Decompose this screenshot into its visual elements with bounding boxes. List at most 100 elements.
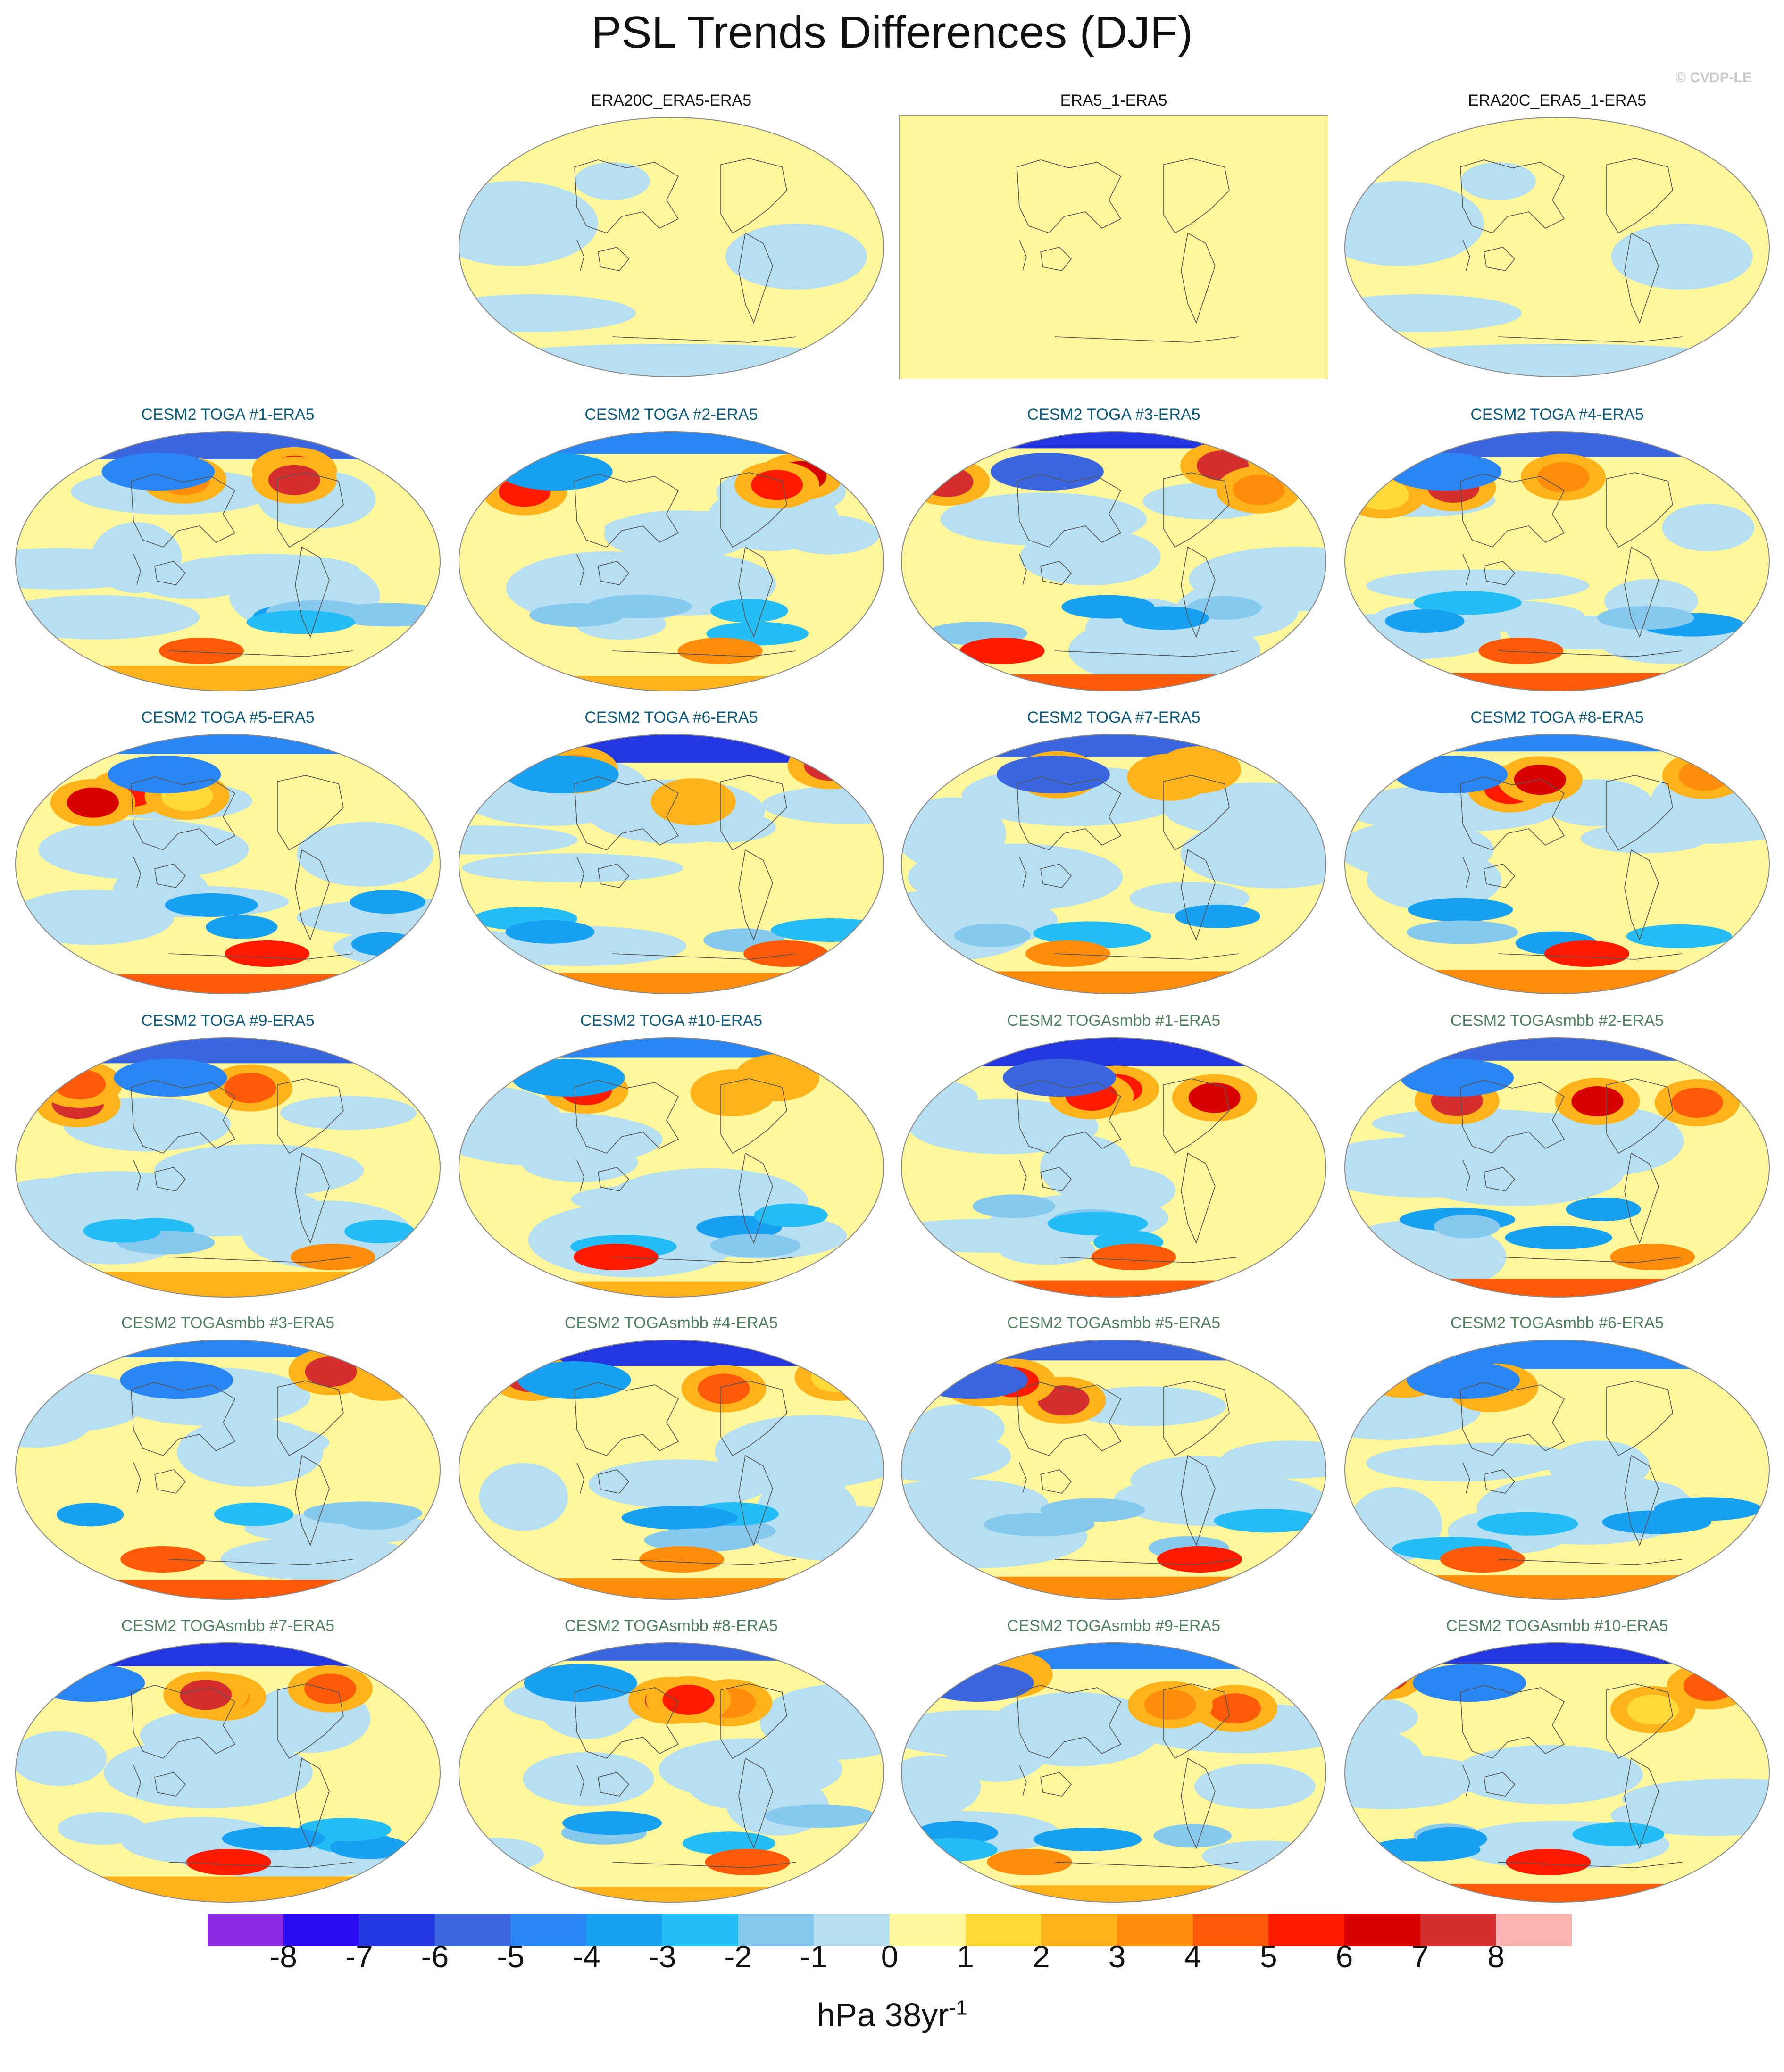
map-panel: CESM2 TOGAsmbb #8-ERA5 [457,1617,886,1909]
panel-title: CESM2 TOGA #7-ERA5 [1027,708,1200,726]
colorbar-tick-label: -6 [421,1939,449,1974]
map-field [459,431,884,691]
map-panel: CESM2 TOGAsmbb #5-ERA5 [899,1314,1328,1606]
panel-title: CESM2 TOGA #9-ERA5 [141,1012,315,1030]
colorbar-tick-label: -1 [800,1939,828,1974]
map-field [901,1642,1326,1903]
colorbar-tick-label: 6 [1335,1939,1353,1974]
panel-title: CESM2 TOGAsmbb #8-ERA5 [564,1617,778,1635]
colorbar-box [1041,1914,1117,1946]
panel-title: CESM2 TOGAsmbb #10-ERA5 [1446,1617,1668,1635]
map-field [1344,1037,1770,1298]
panel-title: CESM2 TOGAsmbb #2-ERA5 [1450,1012,1664,1030]
map-panel: CESM2 TOGAsmbb #7-ERA5 [13,1617,442,1909]
map-field [15,1340,441,1600]
panel-title: CESM2 TOGA #2-ERA5 [584,406,758,424]
colorbar-tick-label: -8 [269,1939,297,1974]
colorbar-tick-label: -5 [497,1939,525,1974]
panel-title: ERA5_1-ERA5 [1060,92,1167,109]
colorbar-tick-label: 2 [1032,1939,1050,1974]
map-panel: CESM2 TOGAsmbb #1-ERA5 [899,1012,1328,1304]
panel-title: CESM2 TOGAsmbb #5-ERA5 [1007,1314,1221,1332]
colorbar-box [738,1914,814,1946]
colorbar-tick-label: 4 [1184,1939,1202,1974]
figure-title: PSL Trends Differences (DJF) [591,7,1193,58]
colorbar-tick-label: 3 [1108,1939,1126,1974]
map-panel: ERA5_1-ERA5 [899,92,1328,384]
panel-title: CESM2 TOGAsmbb #9-ERA5 [1007,1617,1221,1635]
panel-title: CESM2 TOGA #10-ERA5 [580,1012,763,1030]
colorbar-box [1496,1914,1572,1946]
panel-title: CESM2 TOGA #6-ERA5 [584,708,758,726]
colorbar-box [208,1914,284,1946]
panel-title: CESM2 TOGA #8-ERA5 [1470,708,1644,726]
colorbar-tick-label: 7 [1411,1939,1429,1974]
map-field [15,431,441,691]
panel-title: ERA20C_ERA5-ERA5 [591,92,752,109]
map-field [15,734,441,994]
credit-watermark: © CVDP-LE [1675,70,1752,85]
colorbar-box [435,1914,511,1946]
map-panel: CESM2 TOGA #3-ERA5 [899,406,1328,698]
panel-title: CESM2 TOGAsmbb #7-ERA5 [121,1617,335,1635]
map-field [459,1037,884,1298]
map-field [901,431,1326,691]
map-panel: CESM2 TOGA #5-ERA5 [13,708,442,1001]
colorbar-box [1344,1914,1421,1946]
map-field [459,1340,884,1600]
units-exponent: -1 [949,1996,967,2020]
map-field [459,734,884,994]
panel-title: CESM2 TOGAsmbb #1-ERA5 [1007,1012,1221,1030]
map-panel: CESM2 TOGA #6-ERA5 [457,708,886,1001]
map-field [1344,734,1770,994]
colorbar-box [1192,1914,1269,1946]
map-panel: ERA20C_ERA5_1-ERA5 [1342,92,1772,384]
map-panel: CESM2 TOGA #10-ERA5 [457,1012,886,1304]
map-field [15,1037,441,1298]
map-field [901,734,1326,994]
units-base: hPa 38yr [817,1997,949,2033]
colorbar-box [1420,1914,1496,1946]
map-panel: CESM2 TOGA #9-ERA5 [13,1012,442,1304]
colorbar-tick-label: 0 [881,1939,899,1974]
panel-title: CESM2 TOGAsmbb #3-ERA5 [121,1314,335,1332]
map-panel: CESM2 TOGA #2-ERA5 [457,406,886,698]
map-field [459,117,884,377]
map-panel: CESM2 TOGA #7-ERA5 [899,708,1328,1001]
colorbar-tick-label: 8 [1487,1939,1505,1974]
map-panel: CESM2 TOGA #8-ERA5 [1342,708,1772,1001]
colorbar [208,1914,1572,1946]
colorbar-tick-label: -3 [648,1939,676,1974]
panel-title: CESM2 TOGAsmbb #6-ERA5 [1450,1314,1664,1332]
panel-title: ERA20C_ERA5_1-ERA5 [1468,92,1646,109]
colorbar-box [586,1914,663,1946]
colorbar-box [283,1914,359,1946]
panel-title: CESM2 TOGA #5-ERA5 [141,708,315,726]
map-field [1344,1642,1770,1903]
map-field [901,1340,1326,1600]
map-panel: CESM2 TOGA #4-ERA5 [1342,406,1772,698]
colorbar-box [814,1914,890,1946]
map-panel: CESM2 TOGAsmbb #3-ERA5 [13,1314,442,1606]
map-panel: CESM2 TOGAsmbb #2-ERA5 [1342,1012,1772,1304]
colorbar-tick-label: -2 [724,1939,752,1974]
map-panel: ERA20C_ERA5-ERA5 [457,92,886,384]
map-field [901,1037,1326,1298]
colorbar-box [1268,1914,1345,1946]
map-field [1344,117,1770,377]
panel-title: CESM2 TOGA #3-ERA5 [1027,406,1200,424]
map-panel: CESM2 TOGAsmbb #4-ERA5 [457,1314,886,1606]
colorbar-box [965,1914,1042,1946]
colorbar-tick-label: -4 [572,1939,600,1974]
colorbar-tick-label: 1 [957,1939,975,1974]
map-field [15,1642,441,1903]
colorbar-units: hPa 38yr-1 [0,1996,1784,2034]
colorbar-box [662,1914,739,1946]
map-field [899,115,1328,379]
map-panel: CESM2 TOGAsmbb #6-ERA5 [1342,1314,1772,1606]
panel-title: CESM2 TOGA #4-ERA5 [1470,406,1644,424]
panel-title: CESM2 TOGA #1-ERA5 [141,406,315,424]
map-field [1344,431,1770,691]
map-field [459,1642,884,1903]
panel-title: CESM2 TOGAsmbb #4-ERA5 [564,1314,778,1332]
